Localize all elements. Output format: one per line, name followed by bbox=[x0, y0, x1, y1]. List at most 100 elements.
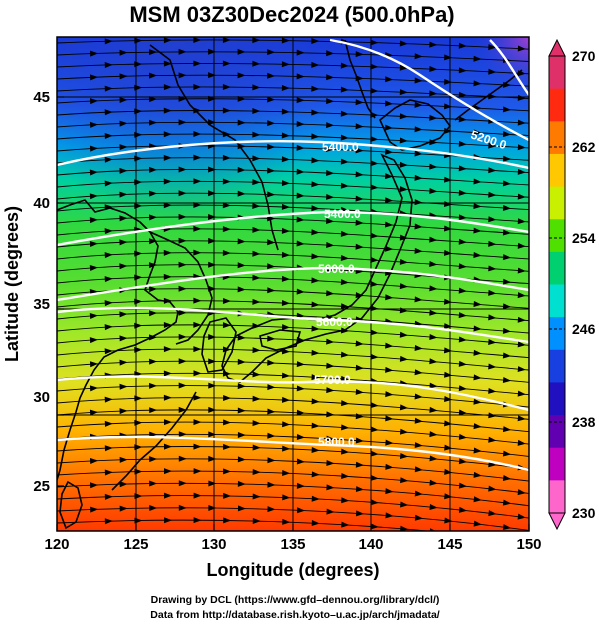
wind-arrow bbox=[399, 89, 408, 96]
wind-arrow bbox=[281, 108, 290, 115]
wind-arrow bbox=[208, 72, 217, 79]
wind-arrow bbox=[414, 53, 423, 60]
wind-arrow bbox=[443, 249, 453, 256]
colorbar-segment bbox=[549, 382, 565, 416]
wind-arrow bbox=[444, 517, 453, 524]
wind-arrow bbox=[311, 374, 320, 381]
wind-arrow bbox=[193, 346, 202, 353]
wind-arrow bbox=[104, 109, 113, 116]
wind-arrow bbox=[399, 331, 408, 338]
wind-arrow bbox=[429, 406, 438, 413]
wind-arrow bbox=[370, 136, 379, 143]
coastline-asia-mainland bbox=[57, 199, 179, 481]
coastline-taiwan bbox=[59, 480, 83, 530]
wind-arrow bbox=[414, 442, 423, 449]
wind-arrow bbox=[178, 309, 187, 316]
wind-arrow bbox=[414, 223, 423, 230]
wind-arrow bbox=[104, 228, 113, 235]
wind-arrow bbox=[252, 131, 261, 138]
colorbar-segment bbox=[549, 56, 565, 90]
wind-arrow bbox=[311, 349, 320, 356]
wind-arrow bbox=[267, 143, 276, 150]
wind-arrow bbox=[444, 493, 453, 500]
wind-arrow bbox=[488, 216, 497, 223]
wind-arrow bbox=[473, 520, 482, 527]
wind-arrow bbox=[223, 443, 232, 450]
wind-arrow bbox=[193, 178, 202, 185]
wind-arrow bbox=[429, 528, 438, 531]
colorbar-segment bbox=[549, 349, 565, 383]
wind-arrow bbox=[385, 245, 394, 252]
wind-arrow bbox=[517, 489, 526, 496]
wind-arrow bbox=[281, 227, 290, 234]
colorbar-segment bbox=[549, 317, 565, 351]
wind-arrow bbox=[429, 382, 438, 389]
contour-5600-b bbox=[57, 306, 529, 344]
wind-arrow bbox=[237, 72, 246, 79]
wind-arrow bbox=[267, 408, 276, 415]
streamline bbox=[57, 74, 529, 87]
wind-arrow bbox=[163, 131, 172, 138]
wind-arrow bbox=[267, 481, 276, 488]
wind-arrow bbox=[326, 169, 335, 176]
wind-arrow bbox=[193, 468, 202, 475]
wind-arrow bbox=[163, 60, 172, 67]
wind-arrow bbox=[252, 37, 261, 44]
wind-arrow bbox=[163, 346, 172, 353]
wind-arrow bbox=[163, 178, 172, 185]
wind-arrow bbox=[223, 419, 232, 426]
wind-arrow bbox=[149, 238, 158, 245]
wind-arrow bbox=[267, 335, 276, 342]
colorbar-min-arrow bbox=[548, 512, 566, 531]
streamline bbox=[57, 507, 529, 531]
wind-arrow bbox=[502, 475, 512, 482]
wind-arrow bbox=[89, 169, 98, 176]
wind-arrow bbox=[222, 154, 231, 161]
wind-arrow bbox=[517, 292, 526, 299]
wind-arrow bbox=[193, 517, 202, 524]
wind-arrow bbox=[281, 61, 290, 68]
wind-arrow bbox=[193, 394, 202, 401]
wind-arrow bbox=[458, 42, 467, 49]
wind-arrow bbox=[488, 167, 497, 174]
wind-arrow bbox=[149, 96, 158, 103]
coastline-kuriles bbox=[454, 69, 523, 121]
wind-arrow bbox=[326, 460, 335, 467]
wind-arrow bbox=[385, 173, 394, 180]
colorbar-tick-label: 246 bbox=[572, 321, 596, 337]
contour-5800 bbox=[57, 435, 529, 472]
wind-arrow bbox=[458, 506, 468, 513]
wind-arrow bbox=[149, 310, 158, 317]
wind-arrow bbox=[178, 190, 187, 197]
contour-5200-ne bbox=[489, 39, 529, 96]
coastline-honshu bbox=[221, 153, 413, 383]
wind-arrow bbox=[311, 157, 320, 164]
wind-arrow bbox=[237, 238, 246, 245]
wind-arrow bbox=[296, 216, 305, 223]
wind-arrow bbox=[163, 154, 172, 161]
streamline bbox=[57, 98, 529, 112]
wind-arrow bbox=[399, 355, 409, 362]
wind-arrow bbox=[119, 383, 128, 390]
wind-arrow bbox=[222, 322, 231, 329]
wind-arrow bbox=[517, 193, 526, 200]
wind-arrow bbox=[385, 76, 394, 83]
wind-arrow bbox=[385, 391, 394, 398]
wind-arrow bbox=[178, 455, 187, 462]
wind-arrow bbox=[340, 182, 349, 189]
wind-arrow bbox=[488, 535, 497, 542]
wind-arrow bbox=[370, 87, 379, 94]
wind-arrow bbox=[385, 512, 394, 519]
wind-arrow bbox=[340, 230, 349, 237]
wind-arrow bbox=[399, 404, 409, 411]
wind-arrow bbox=[163, 370, 172, 377]
wind-arrow bbox=[414, 296, 423, 303]
wind-arrow bbox=[149, 72, 158, 79]
wind-arrow bbox=[341, 472, 350, 479]
x-axis: 120 125 130 135 140 145 150 Longitude (d… bbox=[44, 524, 542, 580]
wind-arrow bbox=[326, 387, 335, 394]
wind-arrow bbox=[443, 347, 453, 354]
wind-arrow bbox=[119, 239, 128, 246]
wind-arrow bbox=[104, 61, 113, 68]
wind-arrow bbox=[178, 358, 187, 365]
